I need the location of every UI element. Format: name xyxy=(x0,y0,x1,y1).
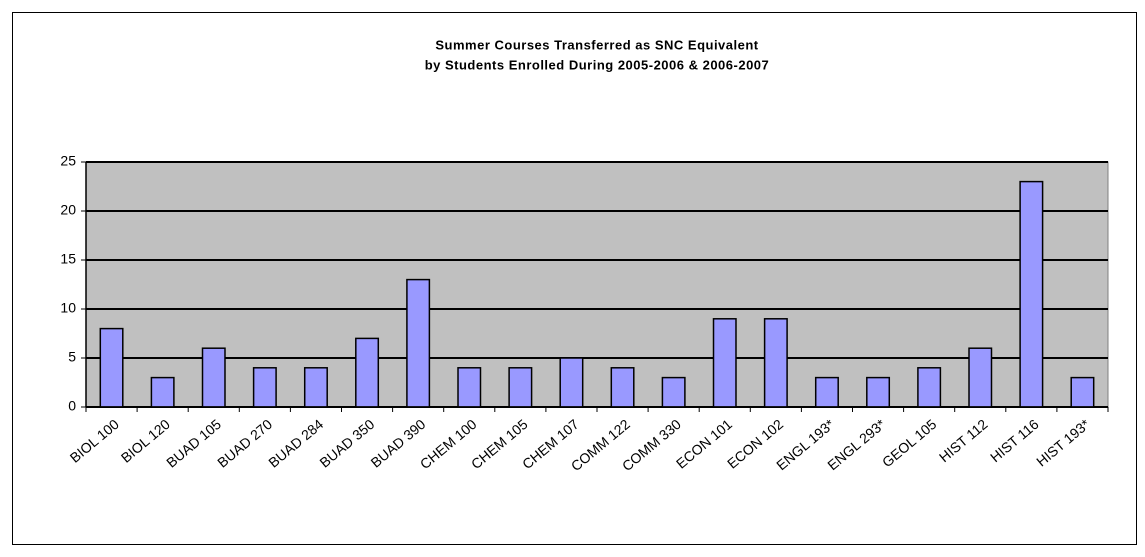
bar xyxy=(917,367,942,408)
chart-subtitle: by Students Enrolled During 2005-2006 & … xyxy=(425,57,770,72)
y-tick-label: 25 xyxy=(60,153,76,169)
bar xyxy=(661,376,686,408)
bar xyxy=(303,367,328,408)
chart-title: Summer Courses Transferred as SNC Equiva… xyxy=(435,37,758,52)
bar xyxy=(866,376,891,408)
y-tick-label: 0 xyxy=(68,398,76,414)
bar xyxy=(150,376,175,408)
bar xyxy=(457,367,482,408)
plot-area xyxy=(85,161,1109,408)
y-tick-label: 15 xyxy=(60,251,76,267)
bar xyxy=(814,376,839,408)
bar xyxy=(968,347,993,408)
bar xyxy=(763,318,788,408)
bar xyxy=(1070,376,1095,408)
y-tick-label: 20 xyxy=(60,202,76,218)
bar xyxy=(252,367,277,408)
bar xyxy=(508,367,533,408)
bar xyxy=(559,357,584,408)
bar xyxy=(406,278,431,408)
bar xyxy=(610,367,635,408)
bar xyxy=(712,318,737,408)
bar xyxy=(1019,180,1044,408)
bar xyxy=(99,327,124,408)
bar xyxy=(201,347,226,408)
y-tick-label: 5 xyxy=(68,349,76,365)
bar xyxy=(355,337,380,408)
y-tick-label: 10 xyxy=(60,300,76,316)
